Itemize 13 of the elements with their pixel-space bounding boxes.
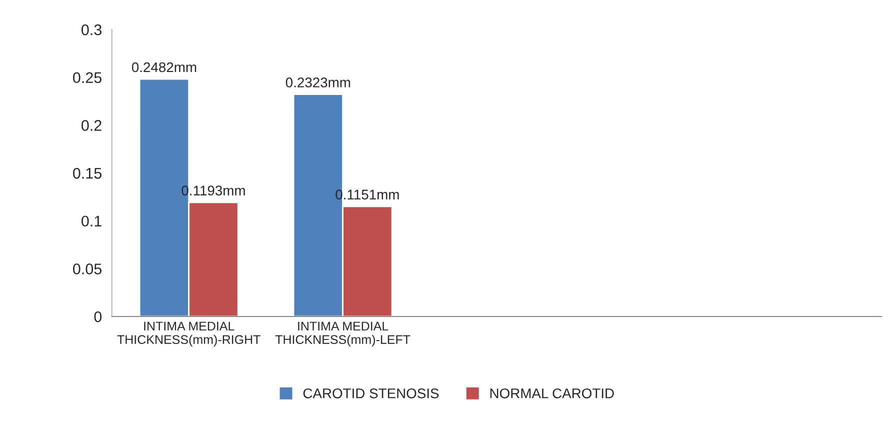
data-label: 0.2323mm	[286, 78, 350, 88]
y-tick-label: 0.1	[82, 216, 102, 227]
y-tick-label: 0.3	[82, 24, 102, 36]
y-tick-label: 0.15	[73, 168, 102, 179]
x-tick-label: INTIMA MEDIAL THICKNESS(mm)-LEFT	[275, 322, 410, 346]
y-tick-label: 0.25	[73, 72, 102, 84]
y-tick-label: 0	[94, 311, 102, 322]
x-tick-label: INTIMA MEDIAL THICKNESS(mm)-RIGHT	[117, 322, 260, 346]
y-tick-label: 0.2	[82, 120, 102, 131]
data-label: 0.2482mm	[132, 62, 196, 72]
legend-label: NORMAL CAROTID	[490, 388, 614, 398]
y-tick-label: 0.05	[73, 264, 102, 274]
legend-label: CAROTID STENOSIS	[303, 388, 439, 398]
